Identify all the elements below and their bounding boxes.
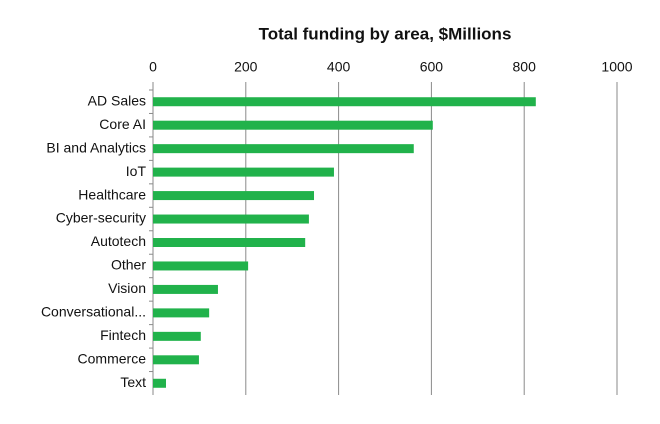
bar: [153, 167, 334, 177]
y-tick-label: IoT: [126, 163, 147, 179]
bar: [153, 308, 210, 318]
y-tick-label: Other: [111, 257, 146, 273]
y-tick-label: Autotech: [91, 233, 146, 249]
y-tick-label: Core AI: [99, 116, 146, 132]
chart-title: Total funding by area, $Millions: [259, 24, 512, 43]
y-tick-label: Commerce: [78, 351, 147, 367]
bar: [153, 355, 199, 365]
x-tick-label: 200: [234, 59, 258, 75]
x-tick-label: 800: [513, 59, 537, 75]
bar: [153, 284, 218, 294]
bar: [153, 120, 433, 130]
bar: [153, 378, 166, 388]
y-tick-label: Vision: [108, 280, 146, 296]
y-tick-label: Conversational...: [41, 304, 146, 320]
bar: [153, 214, 309, 224]
x-tick-label: 400: [327, 59, 351, 75]
bar: [153, 144, 414, 154]
y-tick-label: Healthcare: [78, 186, 146, 202]
x-tick-label: 600: [420, 59, 444, 75]
bar: [153, 261, 249, 271]
x-tick-label: 0: [149, 59, 157, 75]
y-tick-label: Cyber-security: [56, 210, 146, 226]
y-tick-label: AD Sales: [88, 92, 146, 108]
y-tick-label: BI and Analytics: [46, 139, 146, 155]
y-tick-label: Text: [120, 374, 146, 390]
bar: [153, 331, 201, 341]
x-tick-label: 1000: [601, 59, 632, 75]
bar: [153, 191, 315, 201]
y-tick-label: Fintech: [100, 327, 146, 343]
bar: [153, 97, 536, 107]
bar: [153, 238, 306, 247]
